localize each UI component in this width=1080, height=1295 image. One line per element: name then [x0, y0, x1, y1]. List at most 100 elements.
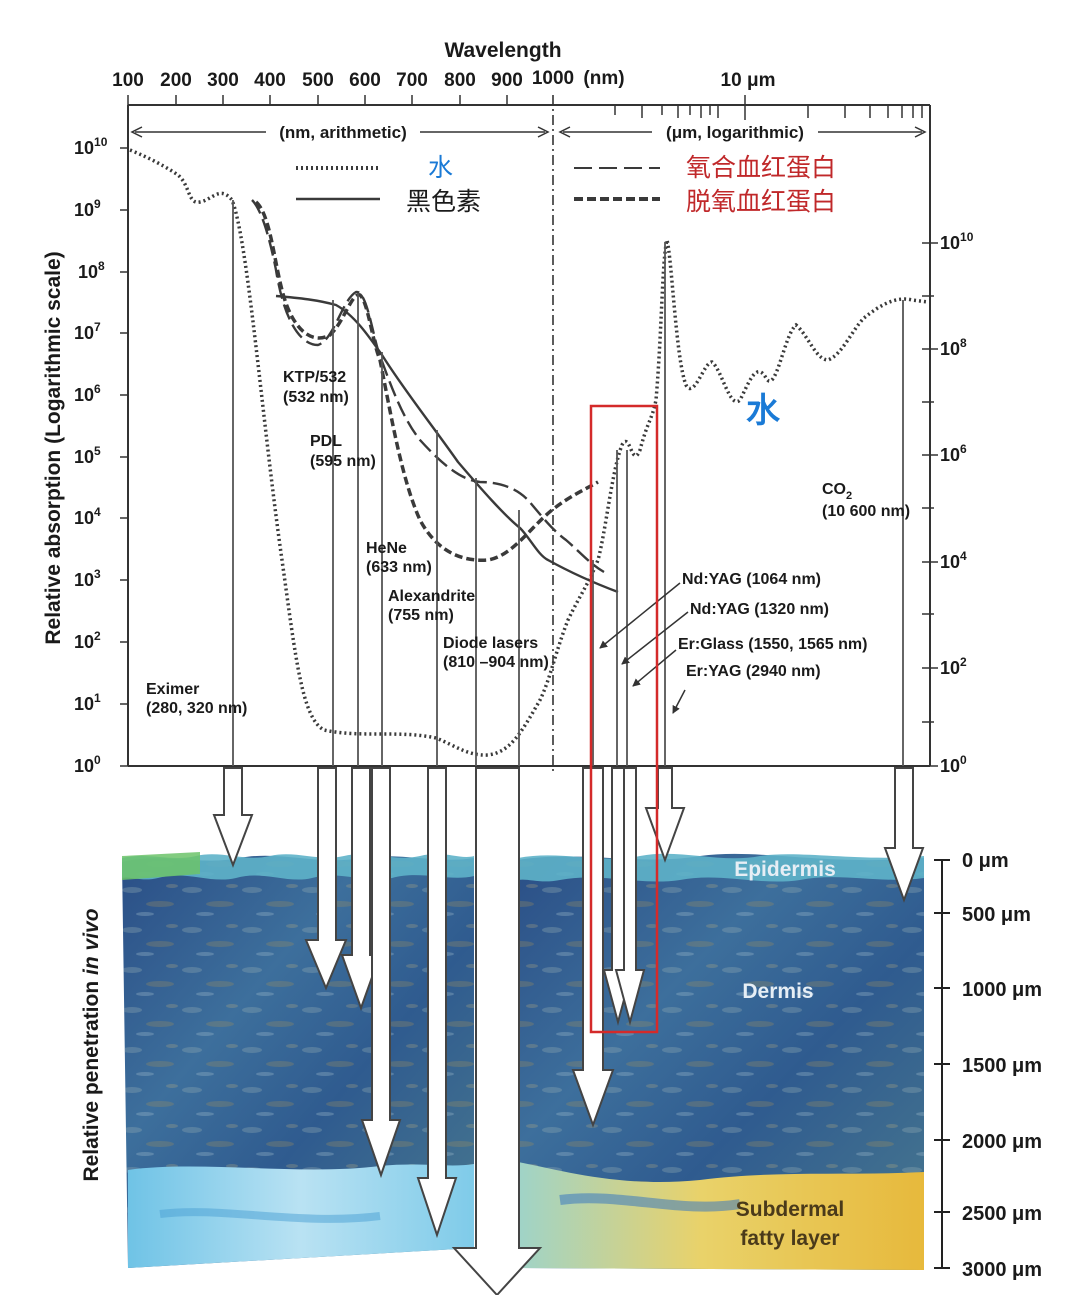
nm-tick-400: 400 — [254, 70, 286, 91]
depth-1500: 1500 μm — [962, 1055, 1042, 1077]
svg-text:103: 103 — [74, 567, 101, 590]
arrow-alexandrite — [416, 767, 458, 1239]
arrow-co2 — [883, 767, 925, 903]
right-tick-1e10: 10 — [940, 233, 960, 253]
nm-tick-800: 800 — [444, 70, 476, 91]
depth-2000: 2000 μm — [962, 1131, 1042, 1153]
left-exp-7: 7 — [94, 320, 101, 334]
depth-2500: 2500 μm — [962, 1203, 1042, 1225]
dermis-label: Dermis — [742, 980, 813, 1003]
alexandrite-name: Alexandrite — [388, 588, 475, 605]
legend-melanin-label: 黑色素 — [406, 187, 481, 216]
diode-name: Diode lasers — [443, 635, 538, 652]
um-tick-10: 10 μm — [721, 70, 776, 91]
svg-text:1010: 1010 — [940, 230, 974, 253]
svg-text:1010: 1010 — [74, 135, 108, 158]
arrow-diode — [451, 767, 543, 1295]
ndyag1064-label: Nd:YAG (1064 nm) — [682, 571, 821, 588]
right-exp-6: 6 — [960, 442, 967, 456]
nm-tick-900: 900 — [491, 70, 523, 91]
ndyag1320-label: Nd:YAG (1320 nm) — [690, 601, 829, 618]
laser-lines — [232, 200, 904, 766]
svg-text:106: 106 — [74, 382, 101, 405]
right-tick-1e2: 10 — [940, 658, 960, 678]
left-tick-1e0: 10 — [74, 756, 94, 776]
right-tick-1e0: 10 — [940, 756, 960, 776]
nm-tick-100: 100 — [112, 70, 144, 91]
co2-name: CO — [822, 481, 846, 498]
fat-layer-label-line1: Subdermal — [736, 1198, 845, 1221]
arrow-eximer — [212, 767, 254, 868]
nm-unit: (nm) — [583, 68, 624, 89]
diode-wavelength: (810 –904 nm) — [443, 654, 549, 671]
penetration-title-plain: Relative penetration — [80, 975, 103, 1182]
svg-text:100: 100 — [74, 753, 101, 776]
nm-tick-200: 200 — [160, 70, 192, 91]
wavelength-title: Wavelength — [444, 39, 561, 62]
right-exp-4: 4 — [960, 549, 967, 563]
left-tick-1e6: 10 — [74, 385, 94, 405]
arrow-eryag — [644, 767, 686, 863]
svg-text:109: 109 — [74, 197, 101, 220]
nm-tick-500: 500 — [302, 70, 334, 91]
depth-1000: 1000 μm — [962, 979, 1042, 1001]
legend-water-label: 水 — [428, 153, 453, 182]
arrow-pdl — [340, 767, 382, 1011]
um-logarithmic-label: (μm, logarithmic) — [666, 123, 804, 142]
left-tick-1e5: 10 — [74, 447, 94, 467]
fat-layer-label-line2: fatty layer — [740, 1227, 839, 1250]
right-tick-1e8: 10 — [940, 339, 960, 359]
left-tick-1e4: 10 — [74, 508, 94, 528]
svg-text:102: 102 — [940, 655, 967, 678]
left-tick-1e9: 10 — [74, 200, 94, 220]
erglass-label: Er:Glass (1550, 1565 nm) — [678, 636, 867, 653]
nm-tick-1000: 1000 — [532, 68, 574, 89]
hene-name: HeNe — [366, 540, 407, 557]
right-exp-0: 0 — [960, 753, 967, 767]
right-exp-2: 2 — [960, 655, 967, 669]
hene-wavelength: (633 nm) — [366, 559, 432, 576]
left-exp-10: 10 — [94, 135, 108, 149]
ktp-wavelength: (532 nm) — [283, 389, 349, 406]
left-exp-9: 9 — [94, 197, 101, 211]
right-tick-1e4: 10 — [940, 552, 960, 572]
left-tick-1e3: 10 — [74, 570, 94, 590]
svg-text:106: 106 — [940, 442, 967, 465]
svg-text:102: 102 — [74, 629, 101, 652]
depth-3000: 3000 μm — [962, 1259, 1042, 1281]
arrow-hene — [360, 767, 402, 1179]
ktp-name: KTP/532 — [283, 369, 346, 386]
nm-arithmetic-label: (nm, arithmetic) — [279, 123, 407, 142]
eximer-wavelength: (280, 320 nm) — [146, 700, 247, 717]
pointer-erglass — [632, 649, 677, 687]
co2-subscript: 2 — [846, 490, 852, 502]
alexandrite-wavelength: (755 nm) — [388, 607, 454, 624]
svg-text:104: 104 — [940, 549, 967, 572]
left-tick-1e7: 10 — [74, 323, 94, 343]
penetration-axis-title: Relative penetration in vivo — [80, 908, 103, 1181]
left-tick-1e10: 10 — [74, 138, 94, 158]
nm-tick-600: 600 — [349, 70, 381, 91]
nm-tick-700: 700 — [396, 70, 428, 91]
left-exp-8: 8 — [98, 259, 105, 273]
pdl-name: PDL — [310, 433, 342, 450]
svg-text:100: 100 — [940, 753, 967, 776]
legend-deoxyhemoglobin-label: 脱氧血红蛋白 — [686, 187, 836, 216]
left-axis-title: Relative absorption (Logarithmic scale) — [42, 251, 65, 644]
right-tick-labels: 100 102 104 106 108 1010 — [940, 230, 974, 776]
right-exp-8: 8 — [960, 336, 967, 350]
highlight-box — [589, 404, 659, 1034]
right-tick-1e6: 10 — [940, 445, 960, 465]
svg-text:101: 101 — [74, 691, 101, 714]
right-ticks — [922, 242, 938, 767]
svg-text:108: 108 — [78, 259, 105, 282]
range-arrows — [130, 126, 927, 138]
label-pointer-arrows — [599, 582, 689, 714]
left-tick-1e1: 10 — [74, 694, 94, 714]
pdl-wavelength: (595 nm) — [310, 453, 376, 470]
arrow-erglass — [614, 767, 646, 1026]
left-exp-0: 0 — [94, 753, 101, 767]
depth-scale — [934, 859, 950, 1269]
legend-oxyhemoglobin-label: 氧合血红蛋白 — [686, 153, 836, 182]
